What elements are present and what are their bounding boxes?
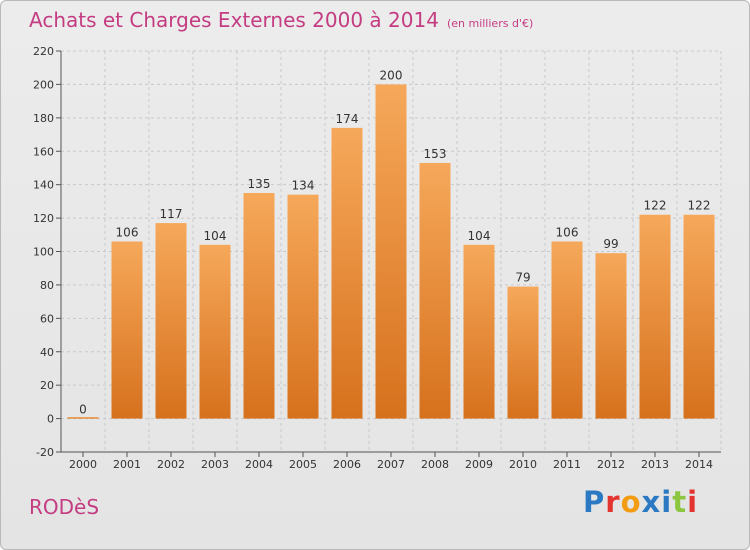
bar-value-label: 0	[79, 403, 87, 417]
proxiti-logo: Proxiti	[583, 485, 699, 519]
x-tick-label: 2010	[509, 458, 537, 471]
y-tick-label: 40	[40, 346, 54, 359]
bar	[375, 84, 407, 419]
y-tick-label: 0	[47, 413, 54, 426]
bar-value-label: 135	[248, 177, 271, 191]
y-tick-label: 20	[40, 379, 54, 392]
x-tick-label: 2001	[113, 458, 141, 471]
bar	[67, 417, 99, 419]
bar-value-label: 117	[160, 207, 183, 221]
bar	[287, 194, 319, 419]
x-tick-label: 2014	[685, 458, 713, 471]
bar-value-label: 153	[424, 147, 447, 161]
y-tick-label: -20	[36, 446, 54, 459]
bar	[551, 241, 583, 419]
y-tick-label: 180	[33, 112, 54, 125]
bar-value-label: 106	[116, 225, 139, 239]
bar	[243, 193, 275, 419]
x-tick-label: 2012	[597, 458, 625, 471]
bar-value-label: 134	[292, 179, 315, 193]
x-tick-label: 2011	[553, 458, 581, 471]
x-tick-label: 2013	[641, 458, 669, 471]
bar-value-label: 99	[603, 237, 618, 251]
bar	[419, 162, 451, 419]
bar-value-label: 174	[336, 112, 359, 126]
bar	[595, 253, 627, 419]
bar-value-label: 122	[688, 199, 711, 213]
x-tick-label: 2008	[421, 458, 449, 471]
city-name: RODèS	[29, 495, 100, 519]
bar-value-label: 106	[556, 225, 579, 239]
bar-value-label: 104	[468, 229, 491, 243]
bar-value-label: 200	[380, 68, 403, 82]
y-tick-label: 160	[33, 145, 54, 158]
bar	[111, 241, 143, 419]
x-tick-label: 2007	[377, 458, 405, 471]
y-tick-label: 200	[33, 78, 54, 91]
x-tick-label: 2000	[69, 458, 97, 471]
chart-unit-text: (en milliers d'€)	[446, 17, 534, 30]
x-tick-label: 2003	[201, 458, 229, 471]
y-tick-label: 60	[40, 312, 54, 325]
y-tick-label: 220	[33, 45, 54, 58]
bar	[507, 286, 539, 419]
chart-title-text: Achats et Charges Externes 2000 à 2014	[29, 8, 439, 32]
bar	[331, 127, 363, 419]
bar	[199, 244, 231, 419]
y-tick-label: 120	[33, 212, 54, 225]
x-tick-label: 2006	[333, 458, 361, 471]
bar-value-label: 122	[644, 199, 667, 213]
bar-value-label: 104	[204, 229, 227, 243]
bar	[155, 223, 187, 419]
x-tick-label: 2005	[289, 458, 317, 471]
label-layer: 0 106 117 104 135 134 174 200 153 104 79 106 99 122 12…	[79, 68, 710, 416]
x-tick-label: 2009	[465, 458, 493, 471]
bar	[639, 214, 671, 419]
x-tick-label: 2004	[245, 458, 273, 471]
bar-value-label: 79	[515, 271, 530, 285]
bar	[683, 214, 715, 419]
x-tick-label: 2002	[157, 458, 185, 471]
y-tick-label: 140	[33, 179, 54, 192]
bar-layer	[67, 84, 715, 419]
bar	[463, 244, 495, 419]
chart-title: Achats et Charges Externes 2000 à 2014 (e…	[29, 8, 533, 32]
y-tick-label: 100	[33, 246, 54, 259]
y-tick-label: 80	[40, 279, 54, 292]
